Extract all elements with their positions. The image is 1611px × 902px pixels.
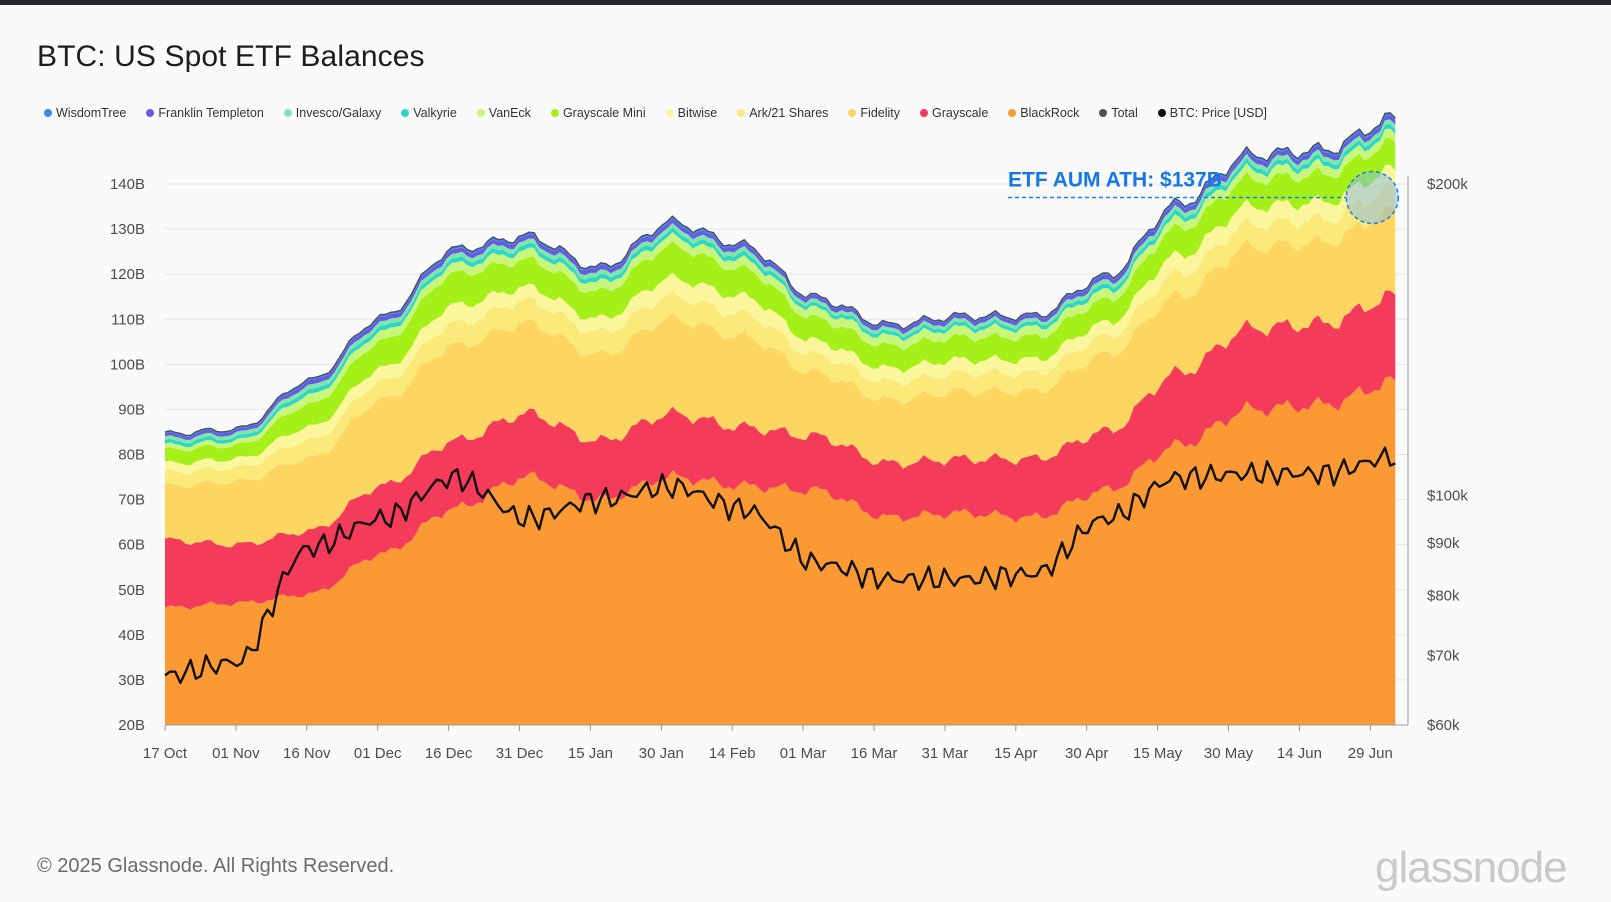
- legend-dot: [146, 109, 155, 117]
- y-tick-label: 90B: [118, 401, 145, 418]
- legend-item-btc-price[interactable]: BTC: Price [USD]: [1157, 106, 1267, 120]
- legend-label: Grayscale Mini: [562, 106, 646, 120]
- area-ark-21-shares: [165, 182, 1396, 488]
- y-right-tick-label: $90k: [1427, 535, 1460, 552]
- x-tick-label: 30 Jan: [639, 745, 684, 762]
- x-tick-label: 16 Mar: [851, 745, 898, 762]
- total-line: [164, 112, 1396, 437]
- y-tick-label: 140B: [110, 176, 145, 193]
- x-tick-label: 31 Dec: [496, 745, 544, 762]
- ath-annotation: ETF AUM ATH: $137B: [1008, 169, 1400, 225]
- legend-label: Franklin Templeton: [158, 106, 264, 120]
- legend-item-fidelity[interactable]: Fidelity: [848, 106, 900, 120]
- y-tick-label: 30B: [118, 672, 145, 689]
- legend-dot: [737, 109, 746, 117]
- x-tick-label: 16 Nov: [283, 745, 331, 762]
- legend-item-invesco-galaxy[interactable]: Invesco/Galaxy: [283, 106, 382, 120]
- area-vaneck: [165, 128, 1396, 452]
- legend-item-total[interactable]: Total: [1099, 106, 1138, 120]
- legend-dot: [1099, 109, 1108, 117]
- y-tick-label: 130B: [110, 221, 145, 238]
- legend-dot: [44, 109, 52, 117]
- x-tick-label: 15 Jan: [568, 745, 613, 762]
- legend-dot: [1157, 109, 1166, 117]
- legend-dot: [401, 109, 410, 117]
- x-tick-label: 14 Jun: [1277, 745, 1322, 762]
- area-blackrock: [165, 376, 1396, 725]
- legend-dot: [1008, 109, 1017, 117]
- ath-highlight-circle: [1345, 170, 1400, 225]
- x-tick-label: 30 May: [1204, 745, 1254, 762]
- legend-label: Grayscale: [932, 106, 989, 120]
- area-grayscale-mini: [165, 137, 1396, 466]
- legend-item-wisdomtree[interactable]: WisdomTree: [44, 106, 126, 120]
- legend-label: VanEck: [488, 106, 531, 120]
- y-tick-label: 80B: [118, 447, 145, 464]
- legend-item-valkyrie[interactable]: Valkyrie: [401, 106, 457, 120]
- y-right-tick-label: $200k: [1427, 176, 1468, 193]
- y-tick-label: 120B: [110, 266, 145, 283]
- y-axis-right: $60k $70k $80k $90k $100k $200k: [1427, 176, 1468, 734]
- y-tick-label: 110B: [111, 311, 145, 328]
- y-right-tick-label: $80k: [1427, 588, 1460, 605]
- area-grayscale: [165, 290, 1396, 610]
- x-axis: 17 Oct 01 Nov 16 Nov 01 Dec 16 Dec 31 Dec 15 J…: [143, 176, 1409, 762]
- x-tick-label: 30 Apr: [1065, 745, 1108, 762]
- x-tick-label: 29 Jun: [1348, 745, 1393, 762]
- stacked-areas: [165, 112, 1396, 725]
- legend-item-vaneck[interactable]: VanEck: [476, 106, 531, 120]
- legend-item-grayscale-mini[interactable]: Grayscale Mini: [550, 106, 646, 120]
- glassnode-logo: glassnode: [1375, 843, 1568, 892]
- legend-label: Fidelity: [860, 106, 901, 120]
- y-tick-label: 50B: [118, 582, 145, 599]
- legend-dot: [665, 109, 674, 117]
- legend-dot: [550, 109, 559, 117]
- legend-item-grayscale[interactable]: Grayscale: [920, 106, 988, 120]
- legend-label: Bitwise: [677, 106, 718, 120]
- x-tick-label: 15 May: [1133, 745, 1183, 762]
- x-tick-label: 17 Oct: [143, 745, 188, 762]
- y-right-tick-label: $100k: [1427, 487, 1468, 504]
- y-tick-label: 20B: [118, 717, 145, 734]
- legend-label: WisdomTree: [56, 106, 127, 120]
- y-tick-label: 40B: [118, 627, 145, 644]
- y-tick-label: 60B: [118, 537, 145, 554]
- legend-dot: [283, 109, 292, 117]
- x-tick-label: 16 Dec: [425, 745, 473, 762]
- x-tick-label: 31 Mar: [922, 745, 969, 762]
- y-right-tick-label: $60k: [1427, 717, 1460, 734]
- chart-title: BTC: US Spot ETF Balances: [37, 40, 425, 73]
- area-fidelity: [165, 204, 1396, 548]
- y-tick-label: 70B: [118, 492, 145, 509]
- legend-label: Invesco/Galaxy: [295, 106, 382, 120]
- legend-label: Total: [1111, 106, 1138, 120]
- y-axis-left: 20B 30B 40B 50B 60B 70B 80B 90B 100B 110B 120B 130B…: [110, 176, 145, 734]
- legend-item-blackrock[interactable]: BlackRock: [1008, 106, 1079, 120]
- legend-item-bitwise[interactable]: Bitwise: [665, 106, 718, 120]
- legend-dot: [476, 109, 485, 117]
- x-tick-label: 01 Dec: [354, 745, 402, 762]
- legend-label: BlackRock: [1020, 106, 1080, 120]
- legend-item-franklin-templeton[interactable]: Franklin Templeton: [146, 106, 264, 120]
- series-lines: [164, 112, 1396, 685]
- legend-label: Ark/21 Shares: [749, 106, 829, 120]
- x-tick-label: 15 Apr: [994, 745, 1037, 762]
- legend-dot: [848, 109, 857, 117]
- btc-price-line: [164, 446, 1396, 685]
- area-bitwise: [165, 164, 1396, 475]
- top-bar: [0, 0, 1611, 5]
- y-tick-label: 100B: [110, 356, 145, 373]
- legend-dot: [920, 109, 929, 117]
- x-tick-label: 01 Nov: [212, 745, 260, 762]
- x-tick-label: 01 Mar: [780, 745, 827, 762]
- legend-label: Valkyrie: [413, 106, 457, 120]
- legend: WisdomTree Franklin Templeton Invesco/Ga…: [44, 106, 1267, 120]
- ath-label: ETF AUM ATH: $137B: [1008, 169, 1222, 192]
- legend-label: BTC: Price [USD]: [1169, 106, 1267, 120]
- y-right-tick-label: $70k: [1427, 648, 1460, 665]
- copyright-footer: © 2025 Glassnode. All Rights Reserved.: [37, 855, 395, 877]
- x-tick-label: 14 Feb: [709, 745, 756, 762]
- legend-item-ark-21-shares[interactable]: Ark/21 Shares: [737, 106, 828, 120]
